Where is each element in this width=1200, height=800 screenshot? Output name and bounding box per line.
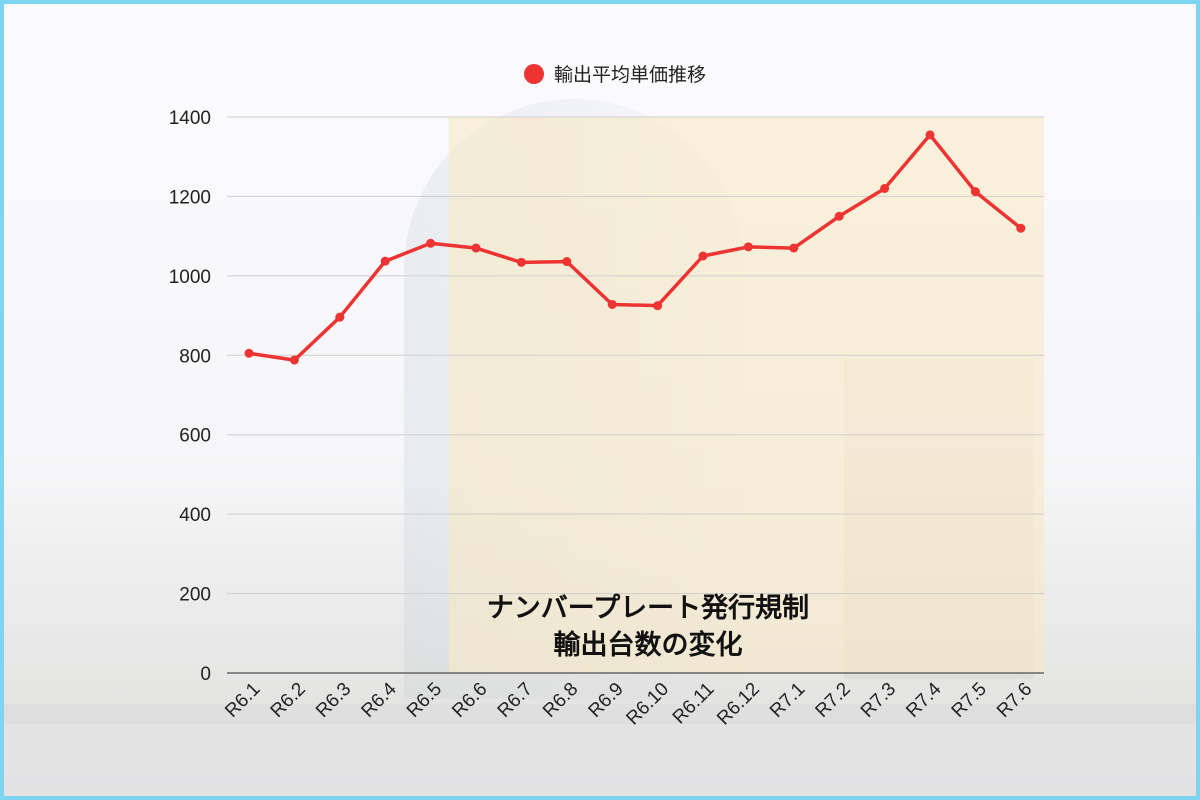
x-tick-label: R6.10 (622, 679, 673, 730)
x-tick-label: R6.2 (267, 679, 310, 722)
x-tick-label: R6.8 (539, 679, 582, 722)
series-point (607, 299, 617, 309)
x-tick-label: R7.6 (993, 679, 1036, 722)
x-tick-label: R6.7 (494, 679, 537, 722)
series-point (970, 187, 980, 197)
x-tick-label: R6.3 (312, 679, 355, 722)
y-axis-ticks: 0 200 400 600 800 1000 1200 1400 (169, 108, 211, 685)
y-tick-label: 400 (179, 505, 211, 526)
y-tick-label: 1000 (169, 267, 211, 288)
series-point (698, 251, 708, 261)
series-point (380, 256, 390, 266)
legend-label: 輸出平均単価推移 (554, 64, 706, 86)
x-tick-label: R7.4 (902, 678, 946, 722)
grid-lines (227, 116, 1044, 674)
series-point (426, 238, 436, 248)
background-road (4, 704, 1196, 796)
series-point (789, 243, 799, 253)
series-point (653, 301, 663, 311)
legend: 輸出平均単価推移 (524, 64, 706, 86)
y-tick-label: 1200 (169, 187, 211, 208)
x-tick-label: R7.1 (766, 679, 809, 722)
y-tick-label: 0 (200, 664, 211, 685)
series-point (743, 242, 753, 252)
y-tick-label: 800 (179, 346, 211, 367)
series-point (834, 211, 844, 221)
series-point (516, 257, 526, 267)
overlay-title-line-2: 輸出台数の変化 (554, 629, 743, 661)
series-point (1016, 223, 1026, 233)
x-tick-label: R6.12 (713, 679, 764, 730)
overlay-caption: ナンバープレート発行規制 輸出台数の変化 (487, 592, 809, 661)
x-tick-label: R6.9 (585, 679, 628, 722)
series-point (925, 130, 935, 140)
legend-marker (524, 64, 544, 84)
x-tick-label: R7.2 (812, 679, 855, 722)
x-tick-label: R6.11 (669, 679, 719, 729)
x-tick-label: R7.3 (857, 679, 900, 722)
series-point (562, 257, 572, 267)
series-point (880, 183, 890, 193)
series-points (244, 130, 1026, 365)
x-tick-label: R7.5 (948, 679, 991, 722)
x-tick-label: R6.6 (448, 679, 491, 722)
overlay-title-line-1: ナンバープレート発行規制 (487, 592, 809, 624)
y-tick-label: 600 (179, 426, 211, 447)
x-tick-label: R6.4 (358, 678, 402, 722)
series-line (248, 133, 1022, 362)
highlight-band (448, 117, 1044, 673)
series-point (289, 355, 299, 365)
x-axis-ticks: R6.1 R6.2 R6.3 R6.4 R6.5 R6.6 R6.7 R6.8 R6.9R6.1… (221, 678, 1036, 729)
y-tick-label: 200 (179, 585, 211, 606)
series-point (244, 348, 254, 358)
x-tick-label: R6.1 (221, 679, 264, 722)
x-tick-label: R6.5 (403, 679, 446, 722)
series-point (335, 312, 345, 322)
y-tick-label: 1400 (169, 108, 211, 129)
series-point (471, 243, 481, 253)
